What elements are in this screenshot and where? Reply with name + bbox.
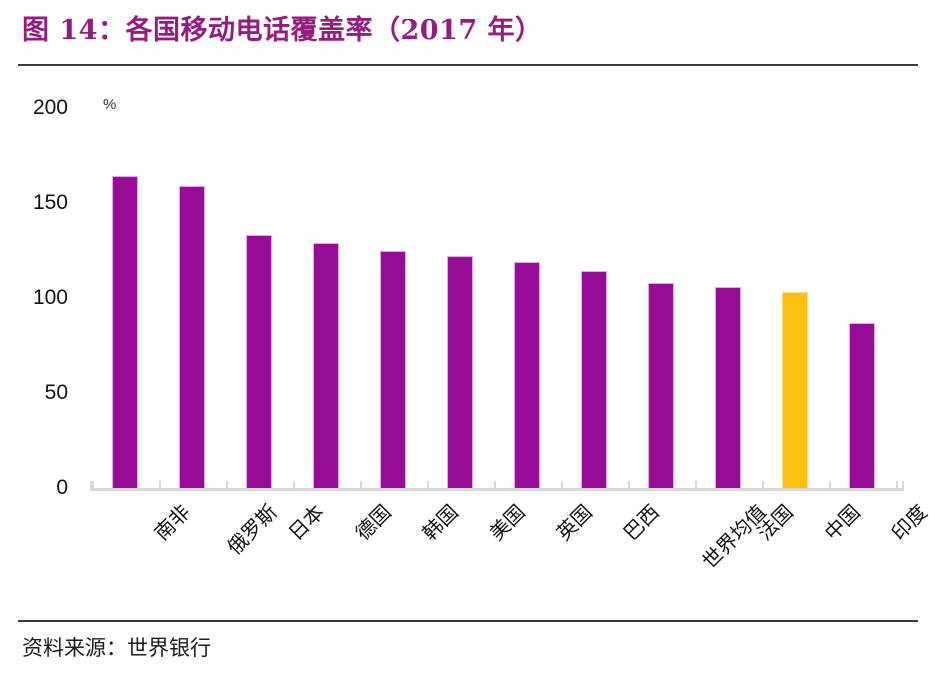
bar-印度[interactable]	[849, 322, 875, 488]
chart-plot-area: % 0 50 100 150 200 南非 俄罗斯 日本 德国 韩国 美国 英国 巴西 世界均值 法国 中国印…	[32, 96, 932, 573]
x-axis-label-南非: 南非	[149, 499, 195, 546]
x-axis-tick	[293, 481, 295, 489]
x-axis-tick	[695, 481, 697, 489]
y-axis-unit-label: %	[103, 96, 117, 113]
x-axis-tick	[159, 481, 161, 489]
x-axis-left-cap	[90, 481, 92, 489]
y-axis-tick-label: 0	[56, 476, 68, 499]
title-divider	[18, 64, 918, 66]
x-axis-label-俄罗斯: 俄罗斯	[222, 499, 282, 560]
bar-俄罗斯[interactable]	[179, 185, 205, 488]
x-axis-label-英国: 英国	[551, 499, 597, 546]
bar-法国[interactable]	[715, 286, 741, 488]
bar-世界均值[interactable]	[648, 282, 674, 488]
x-axis-tick	[628, 481, 630, 489]
x-axis-tick	[360, 481, 362, 489]
x-axis-tick	[561, 481, 563, 489]
x-axis-label-巴西: 巴西	[618, 499, 664, 546]
bar-德国[interactable]	[313, 242, 339, 488]
x-axis-tick	[896, 481, 898, 489]
bar-中国[interactable]	[782, 292, 808, 488]
x-axis-right-cap	[902, 481, 904, 489]
source-note: 资料来源：世界银行	[22, 636, 211, 660]
x-axis-label-德国: 德国	[350, 499, 396, 546]
x-axis-label-印度: 印度	[886, 499, 932, 546]
x-axis-label-中国: 中国	[819, 499, 865, 546]
x-axis-tick	[829, 481, 831, 489]
bar-南非[interactable]	[112, 176, 138, 488]
page-title: 图 14：各国移动电话覆盖率（2017 年）	[22, 15, 543, 46]
bar-英国[interactable]	[514, 261, 540, 488]
y-axis-tick-label: 50	[44, 381, 68, 404]
x-axis-label-韩国: 韩国	[417, 499, 463, 546]
source-divider	[18, 620, 918, 622]
y-axis-tick-label: 100	[32, 286, 68, 309]
bar-韩国[interactable]	[380, 250, 406, 488]
x-axis-label-美国: 美国	[484, 499, 530, 546]
x-axis-label-日本: 日本	[283, 499, 329, 546]
bar-日本[interactable]	[246, 235, 272, 488]
x-axis-tick	[92, 481, 94, 489]
x-axis-line	[90, 488, 904, 491]
x-axis-tick	[762, 481, 764, 489]
bar-美国[interactable]	[447, 256, 473, 488]
y-axis-tick-label: 150	[32, 191, 68, 214]
x-axis-tick	[494, 481, 496, 489]
x-axis-tick	[226, 481, 228, 489]
y-axis-tick-label: 200	[32, 96, 68, 119]
x-axis-tick	[427, 481, 429, 489]
bar-巴西[interactable]	[581, 271, 607, 488]
